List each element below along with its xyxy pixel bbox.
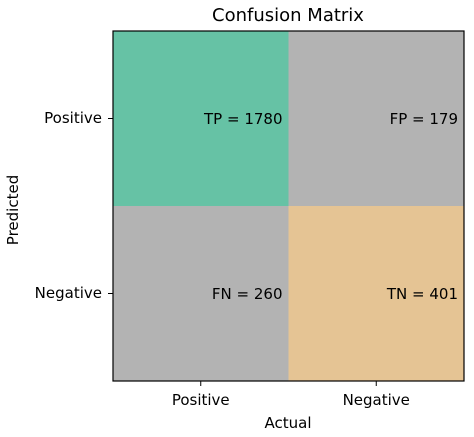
x-tick-label: Negative — [343, 391, 410, 409]
cell-value-label: TP = 1780 — [203, 110, 283, 128]
y-axis-ticks: Positive Negative — [35, 109, 113, 302]
chart-title: Confusion Matrix — [212, 5, 364, 26]
heatmap-cells — [113, 31, 464, 381]
x-axis-label: Actual — [265, 414, 312, 432]
y-tick-label: Negative — [35, 284, 102, 302]
plot-frame — [112, 30, 465, 382]
heatmap-cell-labels: TP = 1780 FP = 179 FN = 260 TN = 401 — [203, 110, 458, 303]
cell-value-label: TN = 401 — [386, 285, 458, 303]
x-tick-label: Positive — [172, 391, 230, 409]
y-tick-label: Positive — [44, 109, 102, 127]
heatmap-cell — [288, 206, 464, 381]
x-axis-ticks: Positive Negative — [172, 381, 410, 409]
y-axis-label: Predicted — [4, 175, 22, 245]
heatmap-cell — [113, 206, 289, 381]
cell-value-label: FP = 179 — [390, 110, 458, 128]
heatmap-cell — [288, 31, 464, 206]
heatmap-cell — [113, 31, 289, 206]
cell-value-label: FN = 260 — [212, 285, 283, 303]
